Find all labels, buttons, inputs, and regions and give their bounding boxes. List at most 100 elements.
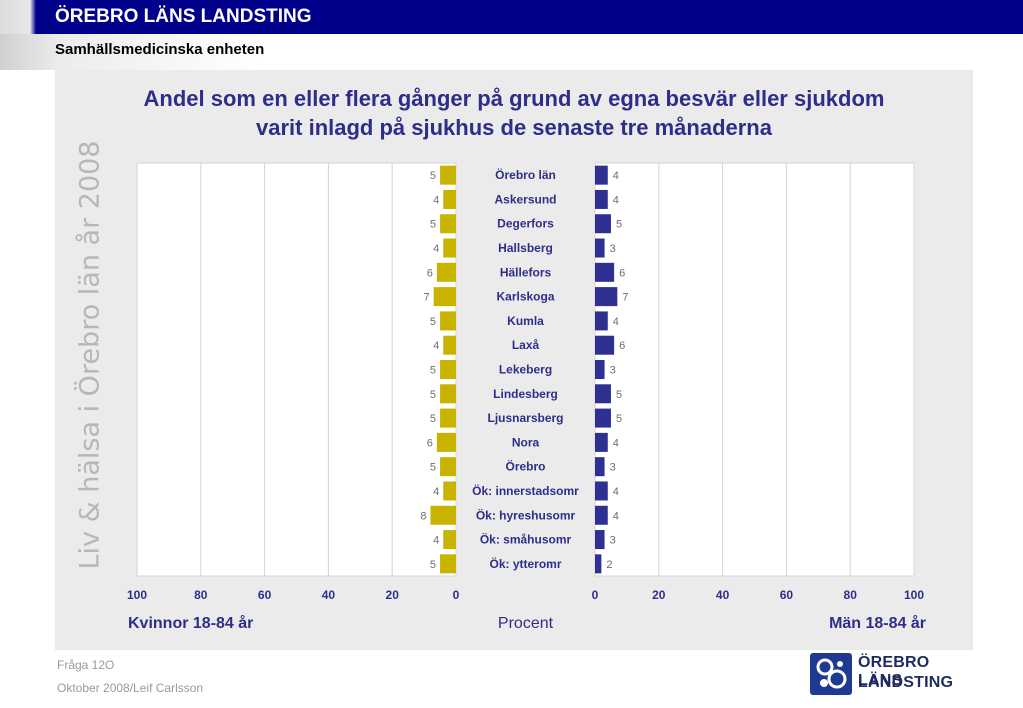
bar-women <box>443 335 456 355</box>
data-label-men: 2 <box>606 559 612 571</box>
logo-text-line-1: ÖREBRO LÄNS <box>858 654 930 689</box>
category-label: Karlskoga <box>496 290 554 304</box>
chart-title-line-1: Andel som en eller flera gånger på grund… <box>143 86 885 111</box>
bar-men <box>595 481 608 501</box>
bar-women <box>433 287 456 307</box>
tick-label-left: 100 <box>127 588 147 602</box>
footer-question: Fråga 12O <box>57 658 115 672</box>
bar-women <box>443 530 456 550</box>
data-label-women: 4 <box>433 340 439 352</box>
bar-men <box>595 262 615 282</box>
bar-men <box>595 384 611 404</box>
data-label-women: 8 <box>420 510 426 522</box>
data-label-men: 6 <box>619 340 625 352</box>
category-label: Ök: ytteromr <box>489 556 561 571</box>
data-label-men: 5 <box>616 413 622 425</box>
tick-label-right: 80 <box>844 588 858 602</box>
bar-women <box>430 505 456 525</box>
category-label: Hällefors <box>500 265 552 279</box>
bar-men <box>595 432 608 452</box>
data-label-women: 4 <box>433 486 439 498</box>
tick-label-left: 60 <box>258 588 272 602</box>
logo-mark-icon <box>810 653 852 695</box>
logo-text-line-2: LANDSTING <box>858 674 954 691</box>
category-label: Ljusnarsberg <box>487 411 563 425</box>
tick-label-right: 20 <box>652 588 666 602</box>
category-label: Örebro <box>505 459 545 474</box>
bar-women <box>440 311 456 331</box>
data-label-men: 3 <box>610 462 616 474</box>
tick-label-right: 0 <box>592 588 599 602</box>
bar-men <box>595 335 615 355</box>
tick-label-right: 60 <box>780 588 794 602</box>
data-label-women: 5 <box>430 462 436 474</box>
men-axis-label: Män 18-84 år <box>829 614 926 632</box>
bar-men <box>595 360 605 379</box>
bar-men <box>595 505 608 525</box>
data-label-men: 4 <box>613 486 619 498</box>
bar-men <box>595 214 611 234</box>
bar-women <box>443 189 456 209</box>
bar-men <box>595 238 605 258</box>
bar-men <box>595 408 611 428</box>
bar-women <box>440 360 456 379</box>
data-label-women: 4 <box>433 535 439 547</box>
data-label-women: 5 <box>430 365 436 377</box>
category-label: Ök: innerstadsomr <box>472 483 579 498</box>
category-label: Lindesberg <box>493 387 558 401</box>
data-label-men: 4 <box>613 510 619 522</box>
data-label-women: 7 <box>424 292 430 304</box>
data-label-women: 6 <box>427 437 433 449</box>
category-label: Nora <box>512 435 540 449</box>
bar-women <box>440 214 456 234</box>
category-label: Örebro län <box>495 167 556 182</box>
data-label-women: 5 <box>430 559 436 571</box>
data-label-women: 5 <box>430 316 436 328</box>
data-label-men: 4 <box>613 437 619 449</box>
data-label-women: 5 <box>430 389 436 401</box>
bar-women <box>443 481 456 501</box>
bar-men <box>595 189 608 209</box>
data-label-men: 4 <box>613 170 619 182</box>
tick-label-left: 40 <box>322 588 336 602</box>
data-label-men: 3 <box>610 243 616 255</box>
plot-area-right <box>595 163 914 576</box>
category-label: Laxå <box>512 338 540 352</box>
chart-title: Andel som en eller flera gånger på grund… <box>55 84 973 142</box>
bar-men <box>595 311 608 331</box>
data-label-women: 4 <box>433 194 439 206</box>
tick-label-right: 40 <box>716 588 730 602</box>
plot-area-left <box>137 163 456 576</box>
bar-women <box>440 384 456 404</box>
bar-women <box>436 432 456 452</box>
data-label-women: 5 <box>430 170 436 182</box>
data-label-men: 3 <box>610 535 616 547</box>
category-label: Hallsberg <box>498 241 553 255</box>
bar-women <box>440 554 456 574</box>
bar-women <box>440 165 456 185</box>
bar-women <box>443 238 456 258</box>
data-label-women: 6 <box>427 267 433 279</box>
category-label: Degerfors <box>497 217 554 231</box>
bar-men <box>595 165 608 185</box>
data-label-men: 7 <box>622 292 628 304</box>
category-label: Ök: småhusomr <box>480 532 572 547</box>
women-axis-label: Kvinnor 18-84 år <box>128 614 253 632</box>
data-label-women: 5 <box>430 219 436 231</box>
data-label-men: 5 <box>616 219 622 231</box>
bar-men <box>595 457 605 477</box>
bar-men <box>595 554 602 574</box>
bar-women <box>440 408 456 428</box>
bar-women <box>436 262 456 282</box>
header-bar: ÖREBRO LÄNS LANDSTING <box>0 0 1023 34</box>
tick-label-left: 0 <box>453 588 460 602</box>
bar-men <box>595 530 605 550</box>
subheader-bar: Samhällsmedicinska enheten <box>0 34 1023 70</box>
bar-men <box>595 287 618 307</box>
category-label: Askersund <box>494 192 556 206</box>
category-label: Ök: hyreshusomr <box>476 507 576 522</box>
category-label: Kumla <box>507 314 544 328</box>
tick-label-left: 80 <box>194 588 208 602</box>
data-label-women: 5 <box>430 413 436 425</box>
